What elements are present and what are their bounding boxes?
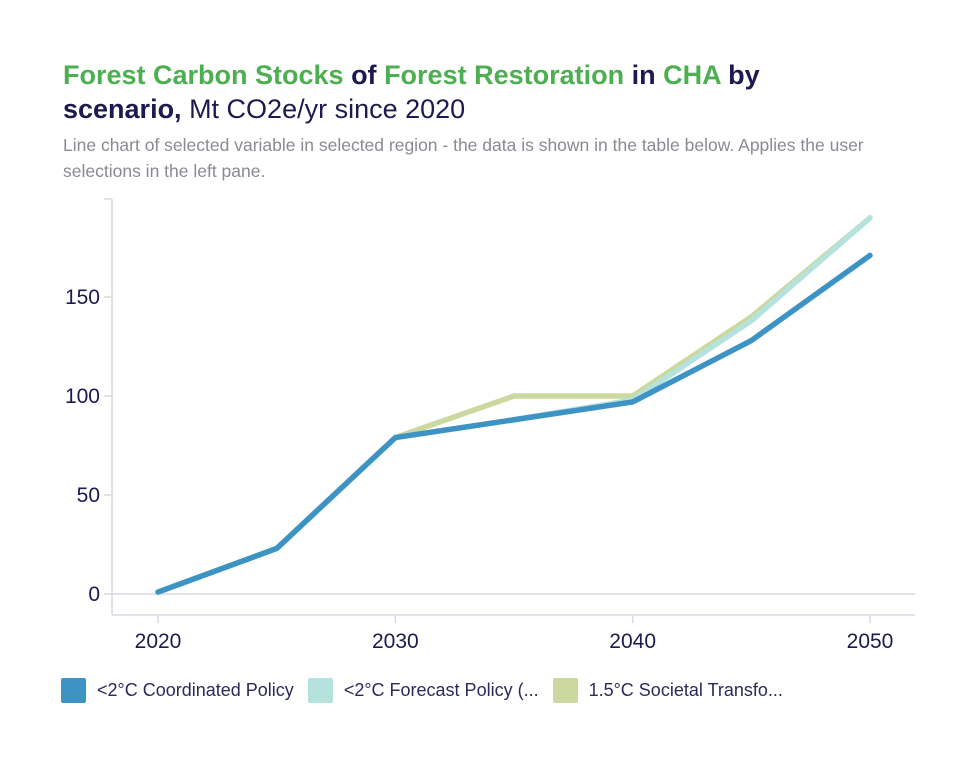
series-line (155, 252, 873, 595)
chart-subtitle: Line chart of selected variable in selec… (63, 135, 864, 181)
title-unit: Mt CO2e/yr since 2020 (181, 94, 466, 124)
series-line (155, 215, 873, 595)
legend-label: <2°C Coordinated Policy (97, 680, 294, 700)
y-tick-label: 100 (65, 385, 100, 408)
chart-title: Forest Carbon Stocks of Forest Restorati… (63, 58, 883, 126)
title-variable: Forest Carbon Stocks (63, 60, 344, 90)
x-tick-label: 2030 (372, 630, 419, 653)
y-tick-label: 0 (88, 583, 100, 606)
x-tick-label: 2050 (847, 630, 894, 653)
legend-label: <2°C Forecast Policy (... (343, 680, 539, 700)
legend-item[interactable]: <2°C Forecast Policy (... (307, 678, 539, 703)
legend-swatch (61, 678, 86, 703)
title-by-scenario: by scenario, (63, 60, 760, 124)
legend: <2°C Coordinated Policy <2°C Forecast Pol… (61, 678, 797, 703)
legend-swatch (552, 678, 578, 703)
series-line (155, 215, 873, 595)
title-sector: Forest Restoration (384, 60, 625, 90)
legend-item[interactable]: 1.5°C Societal Transfo... (552, 678, 783, 703)
title-in: in (624, 60, 664, 90)
title-region: CHA (663, 60, 721, 90)
y-tick-label: 150 (65, 286, 100, 309)
legend-swatch (307, 678, 333, 703)
legend-item[interactable]: <2°C Coordinated Policy (61, 678, 294, 703)
x-tick-label: 2040 (609, 630, 656, 653)
title-of: of (343, 60, 385, 90)
x-tick-label: 2020 (135, 630, 182, 653)
legend-label: 1.5°C Societal Transfo... (588, 680, 783, 700)
y-tick-label: 50 (77, 484, 100, 507)
